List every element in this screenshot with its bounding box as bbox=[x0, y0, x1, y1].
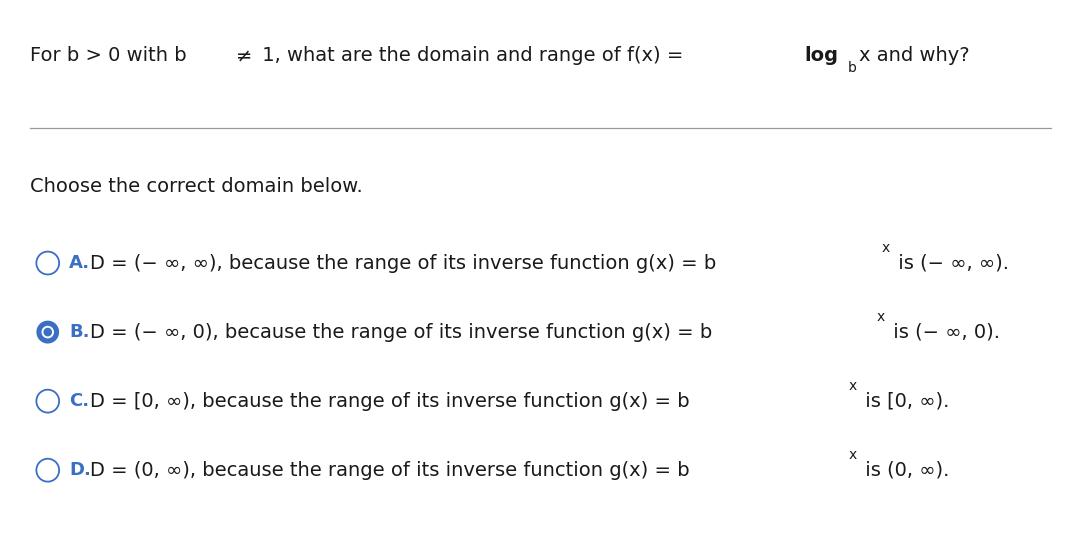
Text: x: x bbox=[876, 310, 885, 324]
Text: x: x bbox=[848, 379, 857, 393]
Text: is (− ∞, 0).: is (− ∞, 0). bbox=[887, 322, 1000, 341]
Text: For b > 0 with b: For b > 0 with b bbox=[30, 47, 193, 66]
Text: x: x bbox=[882, 241, 890, 255]
Text: is [0, ∞).: is [0, ∞). bbox=[859, 392, 949, 411]
Ellipse shape bbox=[37, 251, 59, 274]
Text: is (− ∞, ∞).: is (− ∞, ∞). bbox=[893, 254, 1009, 273]
Text: C.: C. bbox=[69, 392, 89, 410]
Text: x and why?: x and why? bbox=[859, 47, 969, 66]
Ellipse shape bbox=[43, 328, 52, 337]
Text: b: b bbox=[847, 61, 857, 75]
Text: ≠: ≠ bbox=[236, 47, 252, 66]
Text: D.: D. bbox=[69, 461, 91, 479]
Text: x: x bbox=[848, 448, 857, 462]
Text: A.: A. bbox=[69, 254, 89, 272]
Ellipse shape bbox=[37, 459, 59, 482]
Text: D = (− ∞, 0), because the range of its inverse function g(x) = b: D = (− ∞, 0), because the range of its i… bbox=[91, 322, 713, 341]
Ellipse shape bbox=[41, 326, 54, 338]
Text: 1, what are the domain and range of f(x) =: 1, what are the domain and range of f(x)… bbox=[257, 47, 690, 66]
Text: D = [0, ∞), because the range of its inverse function g(x) = b: D = [0, ∞), because the range of its inv… bbox=[91, 392, 690, 411]
Text: B.: B. bbox=[69, 323, 89, 341]
Ellipse shape bbox=[37, 390, 59, 412]
Ellipse shape bbox=[37, 321, 59, 344]
Text: log: log bbox=[805, 47, 839, 66]
Text: D = (− ∞, ∞), because the range of its inverse function g(x) = b: D = (− ∞, ∞), because the range of its i… bbox=[91, 254, 716, 273]
Text: is (0, ∞).: is (0, ∞). bbox=[859, 461, 949, 480]
Text: Choose the correct domain below.: Choose the correct domain below. bbox=[30, 177, 362, 196]
Text: D = (0, ∞), because the range of its inverse function g(x) = b: D = (0, ∞), because the range of its inv… bbox=[91, 461, 690, 480]
